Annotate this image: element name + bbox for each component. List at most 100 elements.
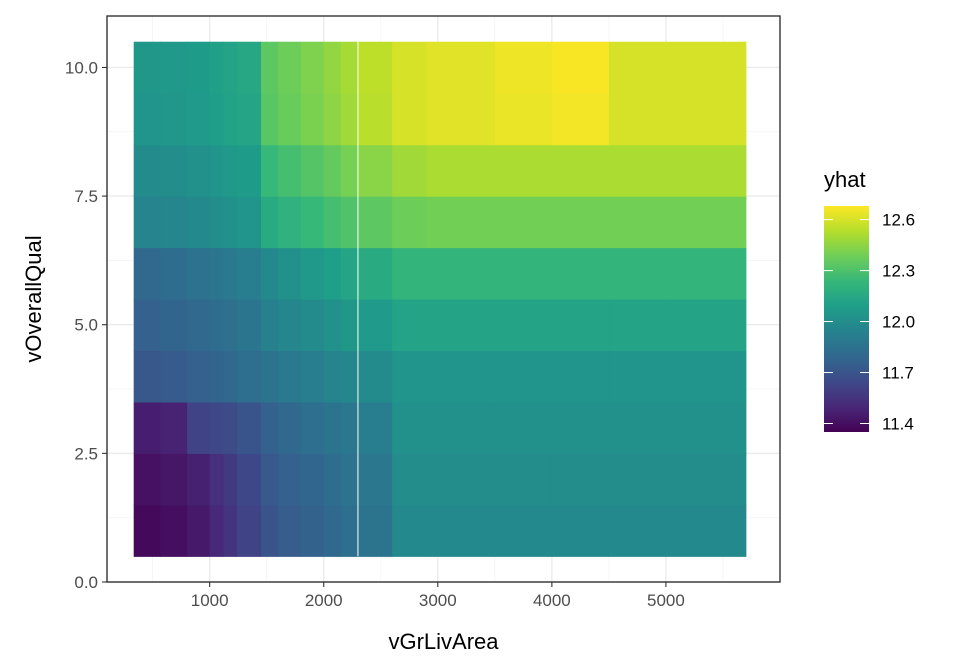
heatmap-tile — [665, 350, 747, 403]
heatmap-tile — [494, 93, 553, 146]
heatmap-tile — [300, 453, 325, 506]
heatmap-tile — [278, 196, 302, 249]
heatmap-tile — [133, 401, 161, 454]
heatmap-tile — [426, 453, 496, 506]
plot-panel — [106, 15, 781, 583]
heatmap-tile — [223, 504, 238, 557]
y-axis: 0.0 2.5 5.0 7.5 10.0 — [65, 58, 107, 592]
heatmap-tile — [392, 93, 427, 146]
heatmap-tile — [187, 196, 211, 249]
heatmap-tile — [300, 401, 325, 454]
heatmap-tile — [187, 299, 211, 352]
heatmap-tile — [323, 196, 342, 249]
x-tick-label: 2000 — [305, 591, 343, 610]
heatmap-tile — [494, 299, 553, 352]
heatmap-tile — [278, 350, 302, 403]
heatmap-tile — [133, 196, 161, 249]
x-tick-label: 4000 — [533, 591, 571, 610]
heatmap-tile — [340, 299, 359, 352]
heatmap-tile — [665, 401, 747, 454]
legend-title: yhat — [824, 167, 866, 192]
heatmap-tile — [237, 196, 262, 249]
heatmap-tile — [160, 196, 188, 249]
heatmap-tile — [494, 196, 553, 249]
heatmap-tile — [160, 247, 188, 300]
legend-tick-label: 12.0 — [882, 313, 915, 332]
heatmap-tile — [133, 504, 161, 557]
x-tick-label: 3000 — [419, 591, 457, 610]
legend-tick-label: 12.3 — [882, 262, 915, 281]
heatmap-tile — [392, 453, 427, 506]
heatmap-tile — [133, 41, 161, 94]
heatmap-tile — [323, 144, 342, 197]
heatmap-tile — [209, 93, 224, 146]
heatmap-tile — [237, 350, 262, 403]
heatmap-tile — [323, 401, 342, 454]
heatmap-tile — [223, 196, 238, 249]
heatmap-tile — [392, 350, 427, 403]
heatmap-tile — [357, 350, 393, 403]
heatmap-tile — [551, 401, 610, 454]
heatmap-tile — [300, 504, 325, 557]
heatmap-tile — [223, 247, 238, 300]
legend-tick-label: 11.7 — [882, 364, 914, 383]
heatmap-tile — [260, 247, 279, 300]
heatmap-tile — [665, 41, 747, 94]
heatmap-tile — [357, 247, 393, 300]
heatmap-tile — [187, 350, 211, 403]
x-tick-label: 1000 — [191, 591, 229, 610]
heatmap-tile — [494, 350, 553, 403]
heatmap-tile — [392, 401, 427, 454]
heatmap-tile — [551, 299, 610, 352]
heatmap-tile — [133, 247, 161, 300]
heatmap-tile — [608, 299, 667, 352]
y-tick-label: 0.0 — [74, 573, 98, 592]
heatmap-tile — [392, 144, 427, 197]
heatmap-tile — [494, 247, 553, 300]
heatmap-tile — [160, 453, 188, 506]
heatmap-tile — [340, 247, 359, 300]
heatmap-tile — [340, 41, 359, 94]
heatmap-tile — [209, 350, 224, 403]
heatmap-tile — [209, 401, 224, 454]
heatmap-tile — [278, 401, 302, 454]
x-axis: 1000 2000 3000 4000 5000 — [191, 582, 685, 610]
heatmap-tile — [187, 247, 211, 300]
heatmap-tile — [426, 401, 496, 454]
heatmap-tile — [160, 41, 188, 94]
heatmap-tiles — [133, 41, 747, 557]
heatmap-tile — [187, 453, 211, 506]
heatmap-tile — [323, 41, 342, 94]
heatmap-tile — [133, 144, 161, 197]
heatmap-tile — [392, 247, 427, 300]
heatmap-tile — [608, 504, 667, 557]
heatmap-tile — [300, 350, 325, 403]
heatmap-tile — [357, 196, 393, 249]
heatmap-tile — [260, 93, 279, 146]
heatmap-tile — [608, 144, 667, 197]
heatmap-tile — [260, 401, 279, 454]
heatmap-tile — [426, 144, 496, 197]
heatmap-tile — [551, 504, 610, 557]
heatmap-tile — [494, 504, 553, 557]
heatmap-tile — [237, 401, 262, 454]
heatmap-tile — [260, 350, 279, 403]
heatmap-tile — [133, 453, 161, 506]
heatmap-tile — [187, 144, 211, 197]
heatmap-tile — [237, 453, 262, 506]
heatmap-tile — [323, 453, 342, 506]
heatmap-tile — [426, 196, 496, 249]
heatmap-tile — [278, 144, 302, 197]
heatmap-tile — [260, 504, 279, 557]
heatmap-tile — [300, 196, 325, 249]
heatmap-tile — [665, 299, 747, 352]
heatmap-tile — [340, 401, 359, 454]
heatmap-tile — [392, 196, 427, 249]
heatmap-tile — [551, 144, 610, 197]
heatmap-tile — [223, 453, 238, 506]
heatmap-tile — [278, 453, 302, 506]
heatmap-tile — [260, 299, 279, 352]
heatmap-tile — [187, 93, 211, 146]
heatmap-tile — [209, 196, 224, 249]
